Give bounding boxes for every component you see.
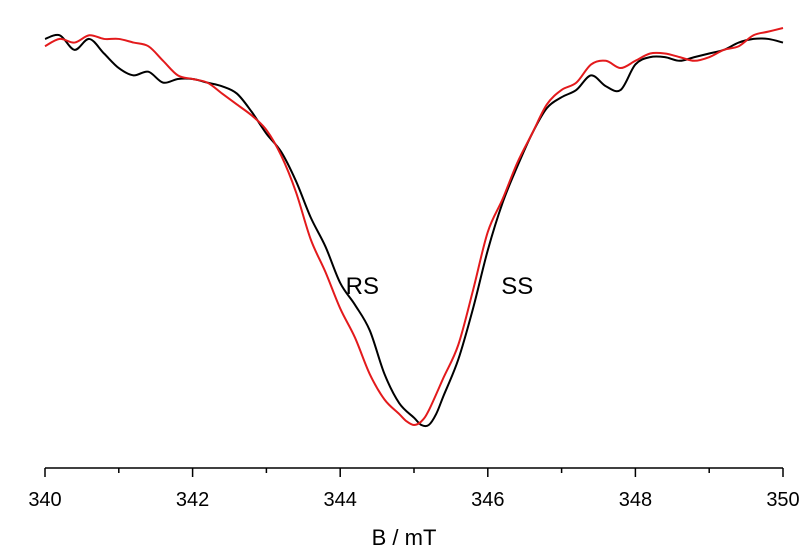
series-line-ss	[44, 33, 784, 428]
x-tick-label: 348	[619, 489, 652, 511]
x-tick-label: 346	[471, 489, 504, 511]
curve-label-rs: RS	[346, 273, 379, 300]
x-tick-label: 340	[28, 489, 61, 511]
series-line-rs	[44, 27, 784, 426]
x-tick-label: 342	[176, 489, 209, 511]
x-tick-label: 350	[766, 489, 799, 511]
x-axis-label: B / mT	[372, 525, 437, 547]
x-axis: 340 342 344 346 348 350	[28, 467, 800, 511]
x-tick-label: 344	[324, 489, 357, 511]
curve-label-ss: SS	[501, 273, 533, 300]
series-layer	[44, 27, 784, 428]
annotation-layer: RS SS	[346, 273, 534, 300]
